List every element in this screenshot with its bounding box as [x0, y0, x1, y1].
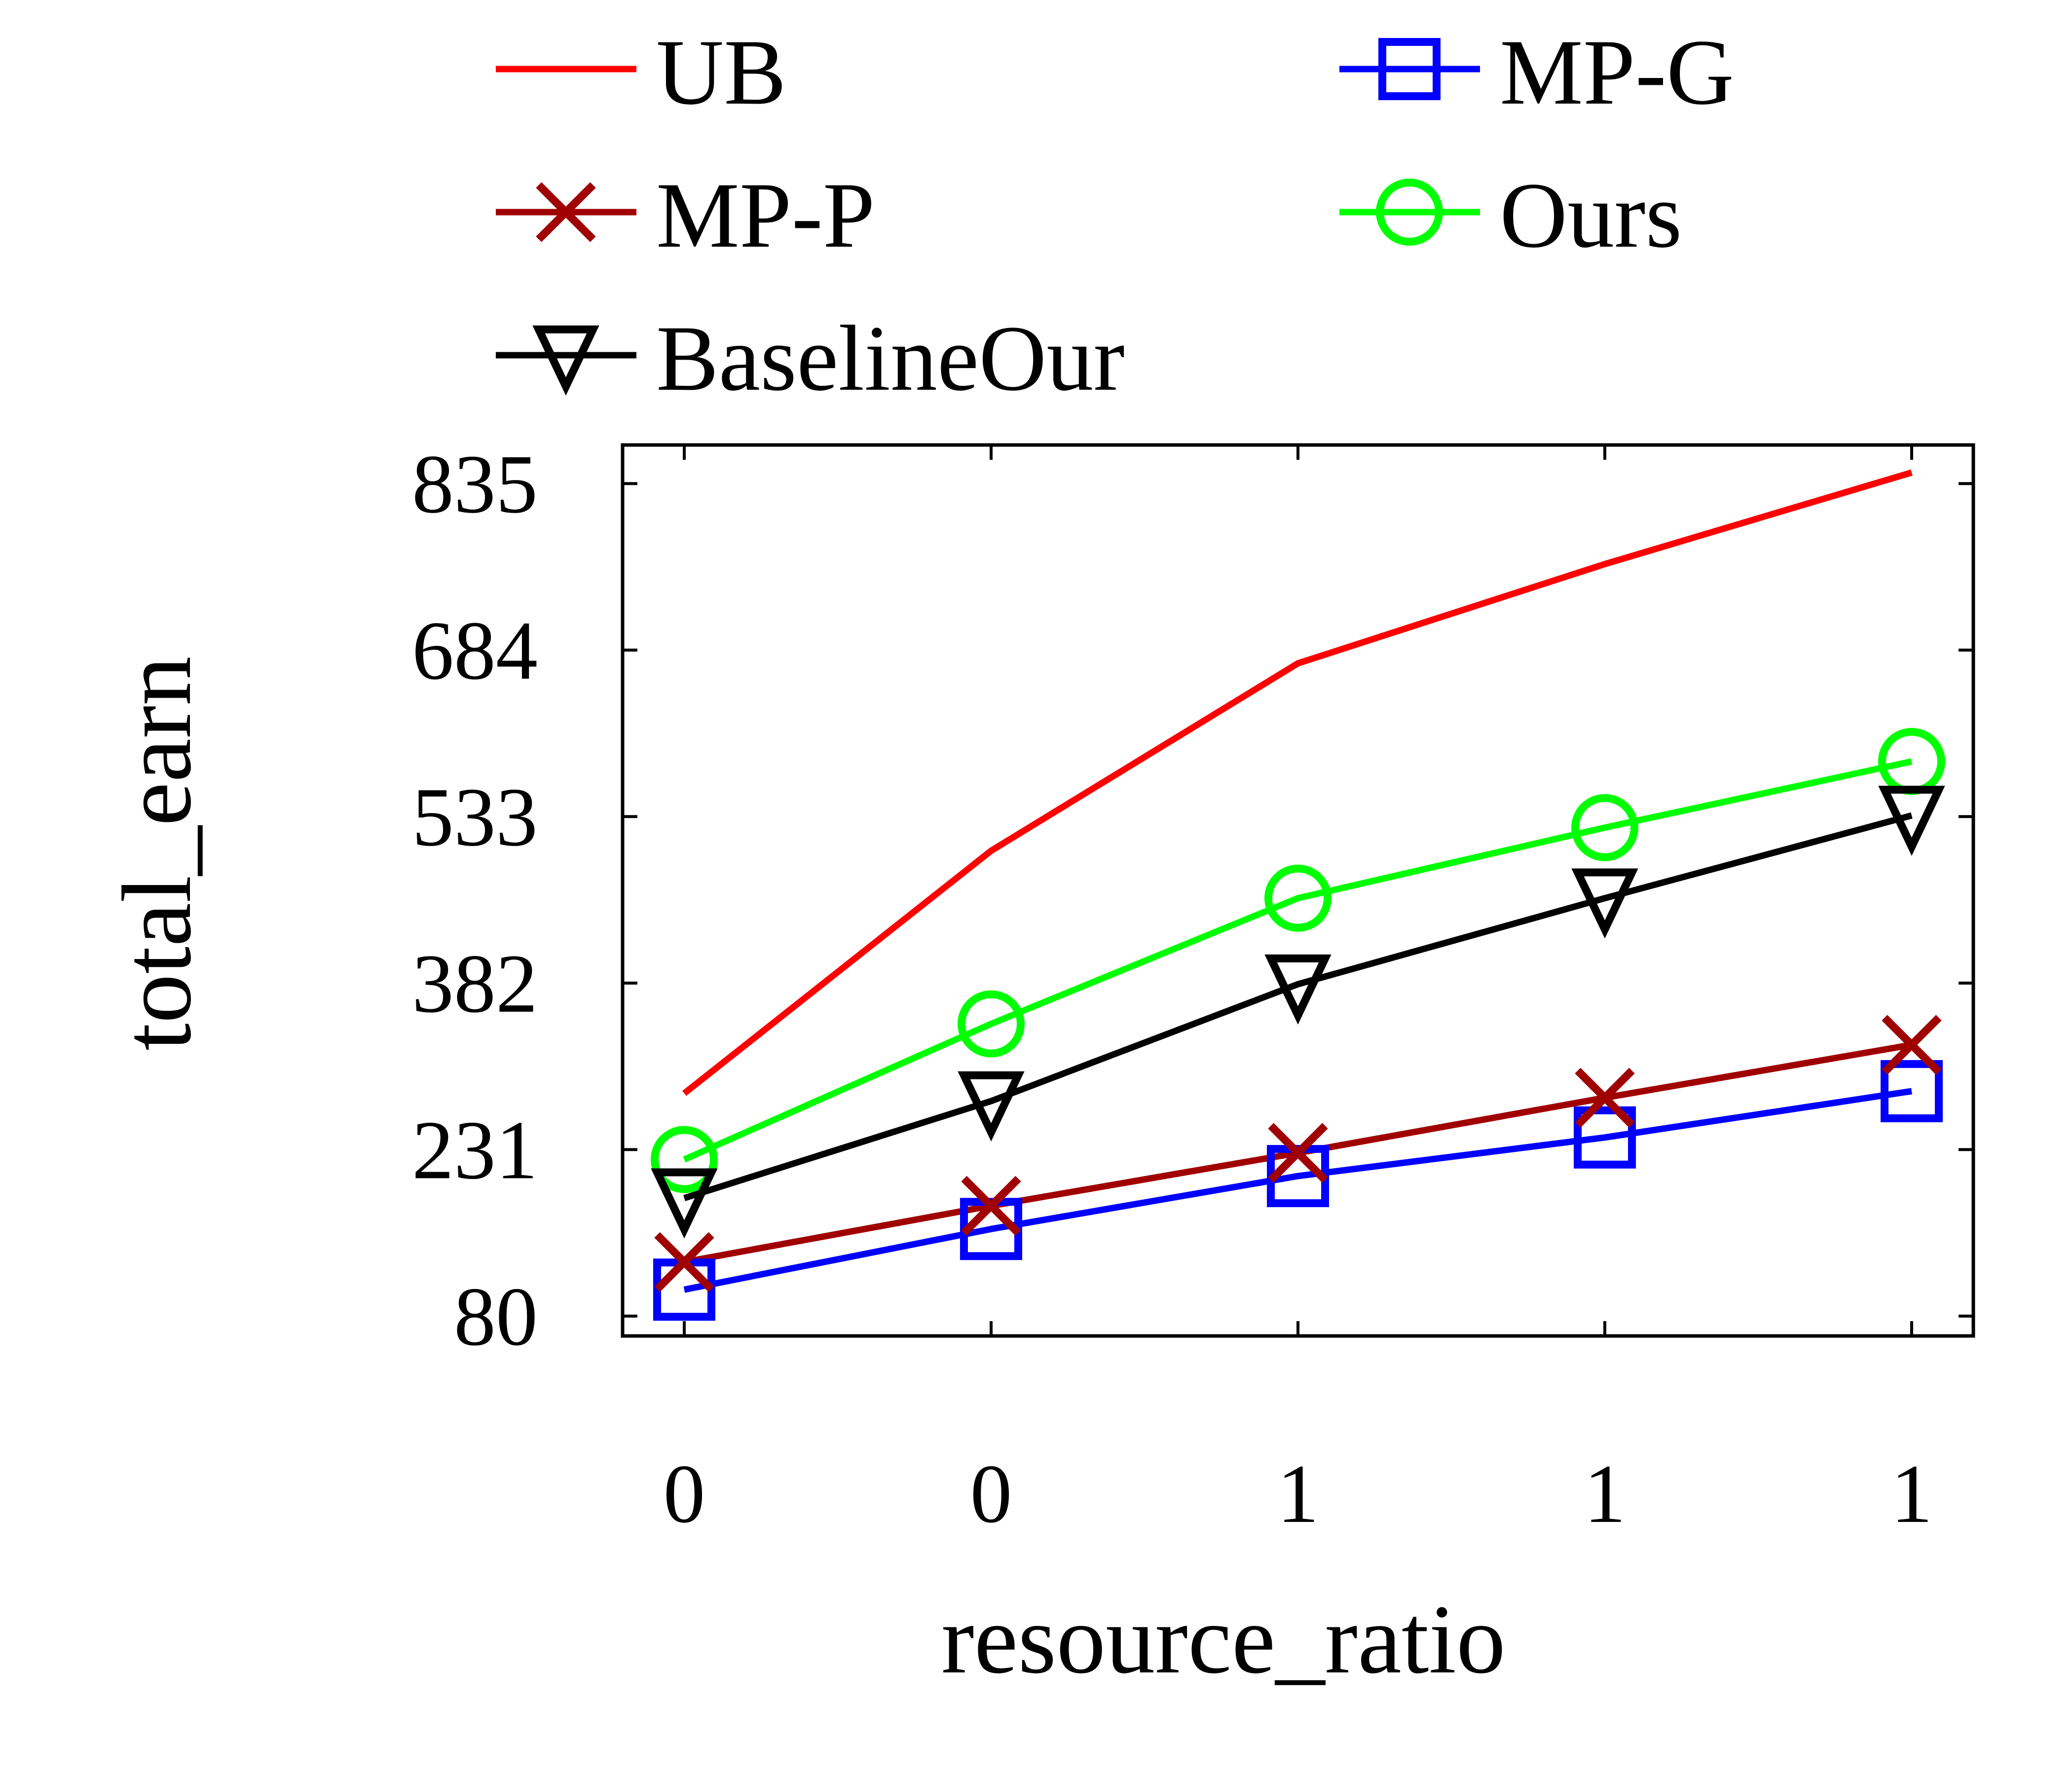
legend: UB MP-G MP-P Ours BaselineOur — [496, 21, 1734, 410]
data-point-mp-p — [1268, 1123, 1328, 1183]
y-tick-labels: 80 231 382 533 684 835 — [412, 438, 538, 1363]
data-point-baselineour — [651, 1168, 718, 1239]
series-line-ours — [683, 758, 1913, 1163]
data-point-baselineour — [958, 1071, 1025, 1142]
legend-item-baselineour: BaselineOur — [496, 307, 1125, 410]
legend-label: UB — [656, 21, 786, 124]
legend-label: MP-G — [1500, 21, 1734, 124]
data-point-ours — [651, 1126, 718, 1193]
x-tick-label: 0 — [970, 1447, 1012, 1540]
data-point-ours — [1264, 864, 1332, 932]
legend-item-mp-p: MP-P — [496, 164, 875, 267]
y-tick-label: 80 — [454, 1270, 538, 1363]
legend-label: MP-P — [656, 164, 875, 267]
legend-marker — [532, 325, 599, 396]
series-lines — [682, 469, 1913, 1293]
series-line-ub — [682, 469, 1913, 1096]
legend-label: BaselineOur — [656, 307, 1125, 410]
axis-ticks — [623, 445, 1973, 1336]
data-point-baselineour — [1264, 954, 1332, 1025]
legend-label: Ours — [1500, 164, 1682, 267]
x-axis-title: resource_ratio — [941, 1585, 1506, 1694]
data-point-mp-p — [1882, 1015, 1942, 1075]
x-tick-label: 1 — [1891, 1447, 1933, 1540]
y-tick-label: 684 — [412, 604, 538, 697]
data-point-mp-g — [1574, 1106, 1636, 1169]
legend-item-ub: UB — [496, 21, 786, 124]
y-tick-label: 533 — [412, 771, 538, 863]
series-line-mp-g — [683, 1088, 1912, 1293]
y-tick-label: 231 — [412, 1104, 538, 1196]
data-point-mp-p — [1575, 1068, 1635, 1128]
y-tick-label: 835 — [412, 438, 538, 530]
x-tick-label: 0 — [664, 1447, 705, 1540]
data-point-ours — [1571, 794, 1638, 861]
x-tick-label: 1 — [1584, 1447, 1626, 1540]
series-markers — [651, 728, 1945, 1321]
y-axis-title: total_earn — [103, 656, 212, 1051]
data-point-baselineour — [1878, 785, 1945, 856]
legend-marker — [536, 182, 596, 242]
x-tick-label: 1 — [1277, 1447, 1319, 1540]
data-point-mp-p — [961, 1176, 1021, 1236]
data-point-baselineour — [1571, 868, 1638, 939]
legend-marker — [1378, 38, 1441, 100]
data-point-ours — [958, 990, 1025, 1058]
data-point-mp-g — [1881, 1060, 1943, 1122]
legend-item-mp-g: MP-G — [1339, 21, 1734, 124]
series-line-baselineour — [683, 812, 1913, 1201]
legend-marker — [1376, 179, 1443, 246]
legend-item-ours: Ours — [1339, 164, 1682, 267]
data-point-mp-p — [654, 1232, 714, 1292]
x-tick-labels: 0 0 1 1 1 — [664, 1447, 1933, 1540]
y-tick-label: 382 — [412, 937, 538, 1030]
